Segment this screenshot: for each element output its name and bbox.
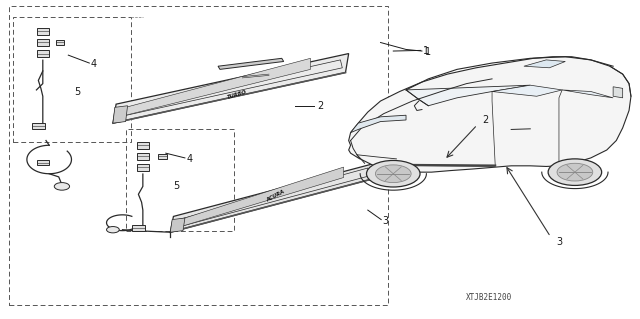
Text: 3: 3 xyxy=(556,237,562,247)
Circle shape xyxy=(54,182,70,190)
Polygon shape xyxy=(170,218,185,232)
Circle shape xyxy=(548,159,602,185)
Bar xyxy=(132,225,145,231)
Polygon shape xyxy=(562,90,613,98)
Bar xyxy=(37,50,49,57)
Polygon shape xyxy=(113,54,349,123)
Bar xyxy=(9,6,388,305)
Circle shape xyxy=(376,165,411,182)
Polygon shape xyxy=(349,57,631,172)
Text: 4: 4 xyxy=(91,59,97,69)
Polygon shape xyxy=(613,87,623,98)
Text: 2: 2 xyxy=(483,115,489,125)
Text: 1: 1 xyxy=(424,47,431,57)
Text: 4: 4 xyxy=(186,153,192,164)
Polygon shape xyxy=(113,106,127,123)
Circle shape xyxy=(367,160,420,187)
Polygon shape xyxy=(241,74,271,81)
Bar xyxy=(158,154,167,159)
Polygon shape xyxy=(492,85,562,96)
Circle shape xyxy=(557,163,593,181)
Polygon shape xyxy=(183,167,344,226)
Polygon shape xyxy=(351,115,406,133)
Bar xyxy=(37,28,49,35)
Bar xyxy=(137,142,148,149)
Bar xyxy=(137,164,148,171)
Polygon shape xyxy=(524,60,565,68)
Bar xyxy=(37,160,49,165)
Bar xyxy=(13,17,131,142)
Bar xyxy=(56,40,65,45)
Text: 5: 5 xyxy=(75,86,81,97)
Text: TURBO: TURBO xyxy=(227,89,248,100)
Circle shape xyxy=(106,226,119,233)
Text: 1: 1 xyxy=(423,46,429,56)
Text: XTJB2E1200: XTJB2E1200 xyxy=(466,293,512,301)
Text: 3: 3 xyxy=(383,216,388,226)
Bar xyxy=(37,39,49,46)
Polygon shape xyxy=(125,58,310,115)
Polygon shape xyxy=(409,165,495,167)
Bar xyxy=(32,123,45,129)
Text: ACURA: ACURA xyxy=(265,189,285,203)
Polygon shape xyxy=(170,163,378,232)
Bar xyxy=(125,130,234,231)
Polygon shape xyxy=(406,85,531,106)
Polygon shape xyxy=(218,58,284,69)
Text: 5: 5 xyxy=(173,182,180,191)
Bar xyxy=(137,153,148,160)
Text: 2: 2 xyxy=(317,101,323,111)
